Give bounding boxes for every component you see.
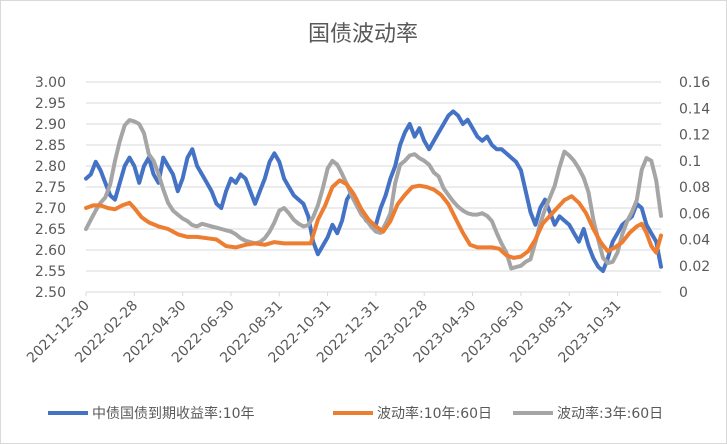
left-axis: 2.50 2.55 2.60 2.65 2.70 2.75 2.80 2.85 2.90 2.95… [35,75,66,301]
right-tick-label: 0.1 [679,154,701,170]
grid-lines [86,81,661,293]
right-tick-label: 0 [679,285,688,301]
left-tick-label: 2.80 [35,159,66,175]
left-tick-label: 2.70 [35,201,66,217]
chart-title: 国债波动率 [308,22,418,47]
right-tick-label: 0.12 [679,128,710,144]
series-line-2 [84,118,663,271]
left-tick-label: 2.55 [35,264,66,280]
right-tick-label: 0.08 [679,180,710,196]
right-tick-label: 0.14 [679,101,710,117]
legend-label-0: 中债国债到期收益率:10年 [92,405,255,422]
left-tick-label: 2.65 [35,222,66,238]
right-tick-label: 0.06 [679,206,710,222]
left-tick-label: 3.00 [35,75,66,91]
series-line-0 [84,109,663,273]
left-tick-label: 2.95 [35,96,66,112]
legend-label-2: 波动率:3年:60日 [557,405,663,422]
right-tick-label: 0.04 [679,233,710,249]
right-tick-label: 0.16 [679,75,710,91]
series-line-1 [84,178,663,260]
legend-label-1: 波动率:10年:60日 [377,405,492,422]
x-axis: 2021-12-302022-02-282022-04-302022-06-30… [24,292,624,366]
left-tick-label: 2.60 [35,243,66,259]
left-tick-label: 2.50 [35,285,66,301]
series-lines [84,109,663,273]
left-tick-label: 2.85 [35,138,66,154]
left-tick-label: 2.75 [35,180,66,196]
left-tick-label: 2.90 [35,117,66,133]
right-axis: 0 0.02 0.04 0.06 0.08 0.1 0.12 0.14 0.16 [679,75,710,301]
legend: 中债国债到期收益率:10年 波动率:10年:60日 波动率:3年:60日 [48,405,663,422]
right-tick-label: 0.02 [679,259,710,275]
